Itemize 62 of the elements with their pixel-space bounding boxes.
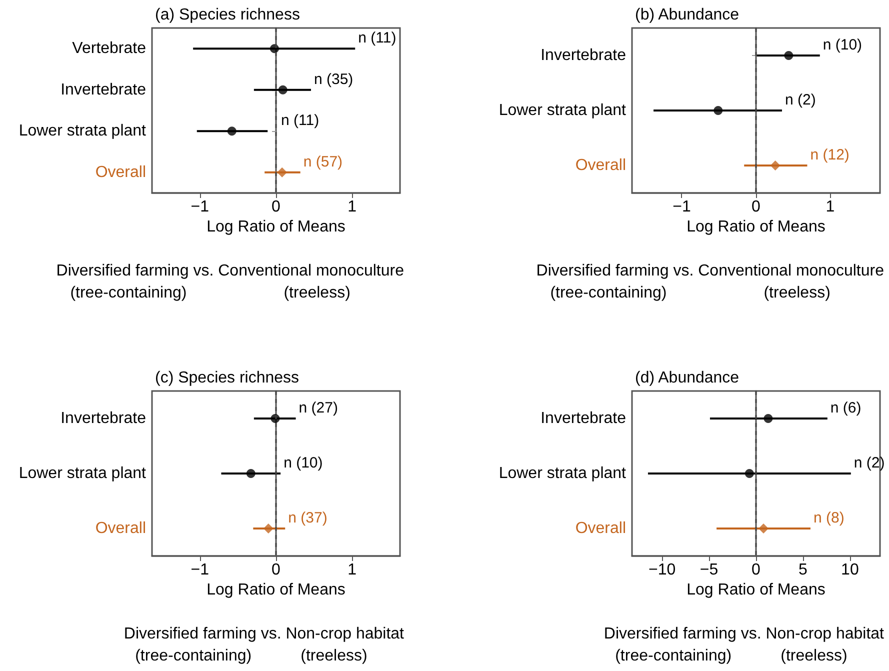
point (227, 126, 236, 136)
y-tick-label: Lower strata plant (18, 122, 147, 140)
x-tick-label: 1 (348, 198, 357, 216)
annotation: n (12) (810, 146, 850, 164)
x-tick-label: 1 (348, 562, 357, 578)
annotation: n (35) (314, 70, 354, 88)
y-tick-label: Invertebrate (60, 410, 146, 427)
y-tick-label: Invertebrate (540, 410, 626, 427)
chart-title: (b) Abundance (635, 6, 740, 24)
y-tick-label: Lower strata plant (498, 102, 627, 119)
y-tick-label: Overall (95, 164, 146, 181)
chart-title: (d) Abundance (635, 370, 740, 386)
x-tick-label: −5 (700, 562, 718, 578)
point (278, 85, 288, 94)
annotation: n (10) (822, 36, 862, 54)
text: (tree-containing) (615, 648, 732, 664)
text: (tree-containing) (135, 648, 252, 664)
x-tick-label: −1 (672, 198, 691, 216)
x-tick-label: 0 (272, 562, 281, 578)
x-tick-label: −1 (190, 198, 210, 216)
text: (tree-containing) (70, 284, 187, 302)
x-axis-title: Log Ratio of Means (206, 582, 346, 598)
y-tick-label: Vertebrate (72, 40, 146, 58)
annotation: n (11) (358, 30, 396, 47)
x-tick-label: 10 (841, 562, 859, 578)
y-tick-label: Lower strata plant (18, 465, 147, 482)
x-tick-label: 0 (752, 562, 761, 578)
text: Diversified farming vs. Non-crop habitat (124, 626, 405, 642)
text: Diversified farming vs. Conventional monoculture (536, 262, 884, 280)
text: (tree-containing) (550, 284, 667, 302)
chart-title: (a) Species richness (155, 6, 300, 24)
annotation: n (10) (284, 454, 323, 472)
x-tick-label: −1 (190, 562, 210, 578)
annotation: n (27) (298, 400, 338, 416)
text: (treeless) (780, 648, 848, 664)
x-tick-label: 0 (272, 198, 281, 216)
x-axis-title: Log Ratio of Means (206, 218, 346, 236)
annotation: n (8) (813, 510, 844, 526)
y-tick-label: Overall (575, 520, 626, 537)
annotation: n (37) (288, 510, 328, 526)
text: (treeless) (300, 648, 368, 664)
y-tick-label: Invertebrate (60, 81, 146, 98)
x-tick-label: 0 (752, 198, 761, 216)
annotation: n (11) (281, 112, 320, 130)
x-tick-label: −10 (648, 562, 676, 578)
x-axis-title: Log Ratio of Means (686, 582, 826, 598)
chart-title: (c) Species richness (155, 370, 300, 386)
text: (treeless) (284, 284, 350, 302)
annotation: n (2) (784, 92, 816, 108)
point (277, 167, 288, 178)
x-axis-title: Log Ratio of Means (686, 218, 826, 236)
y-tick-label: Lower strata plant (498, 465, 627, 482)
text: Diversified farming vs. Non-crop habitat (604, 626, 885, 642)
x-tick-label: 1 (826, 198, 835, 216)
x-tick-label: 5 (798, 562, 808, 578)
y-tick-label: Overall (575, 157, 626, 174)
text: (treeless) (764, 284, 830, 302)
annotation: n (6) (830, 400, 862, 416)
annotation: n (57) (303, 153, 343, 170)
text: Diversified farming vs. Conventional monoculture (56, 262, 404, 280)
y-tick-label: Overall (95, 520, 146, 537)
y-tick-label: Invertebrate (540, 47, 626, 64)
